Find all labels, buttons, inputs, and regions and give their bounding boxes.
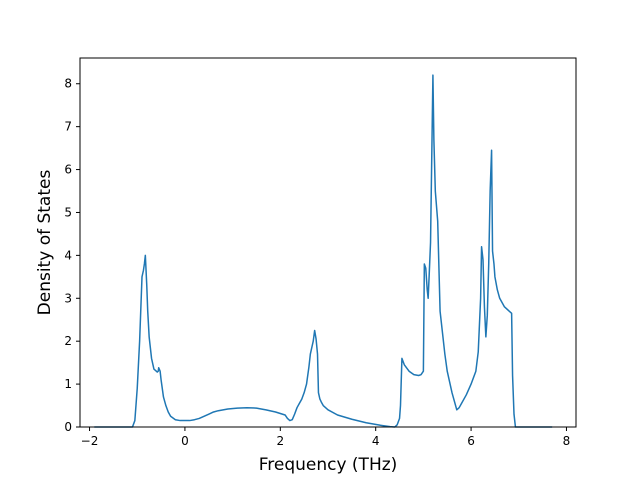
y-tick-label: 0 — [64, 420, 72, 434]
x-tick-label: 4 — [372, 434, 380, 448]
dos-series-line — [94, 74, 553, 428]
y-tick-label: 6 — [64, 163, 72, 177]
x-tick-label: 6 — [467, 434, 475, 448]
y-tick-label: 3 — [64, 291, 72, 305]
x-tick-label: −2 — [81, 434, 99, 448]
x-tick-label: 2 — [276, 434, 284, 448]
plot-frame — [79, 57, 577, 428]
y-tick-label: 1 — [64, 377, 72, 391]
y-tick-label: 4 — [64, 248, 72, 262]
ticks-layer: −2 0 2 4 6 8 0 1 2 3 4 5 6 7 8 — [64, 77, 570, 448]
y-tick-label: 8 — [64, 77, 72, 91]
series-layer — [94, 74, 553, 428]
y-tick-label: 5 — [64, 205, 72, 219]
x-tick-label: 0 — [181, 434, 189, 448]
y-tick-label: 2 — [64, 334, 72, 348]
x-tick-label: 8 — [563, 434, 571, 448]
y-axis-title: Density of States — [35, 170, 55, 316]
x-axis-title: Frequency (THz) — [259, 455, 398, 475]
y-tick-label: 7 — [64, 120, 72, 134]
